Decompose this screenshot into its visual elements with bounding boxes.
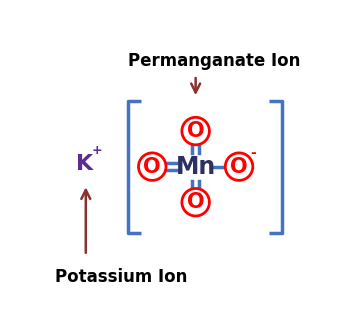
Text: O: O [187,192,204,212]
Text: +: + [91,144,102,157]
Text: Mn: Mn [176,155,216,179]
Text: O: O [144,157,161,177]
Text: O: O [230,157,248,177]
Text: Permanganate Ion: Permanganate Ion [128,52,301,70]
Text: -: - [250,146,256,160]
Text: O: O [187,121,204,141]
Text: Potassium Ion: Potassium Ion [55,268,187,286]
Text: K: K [76,154,93,174]
